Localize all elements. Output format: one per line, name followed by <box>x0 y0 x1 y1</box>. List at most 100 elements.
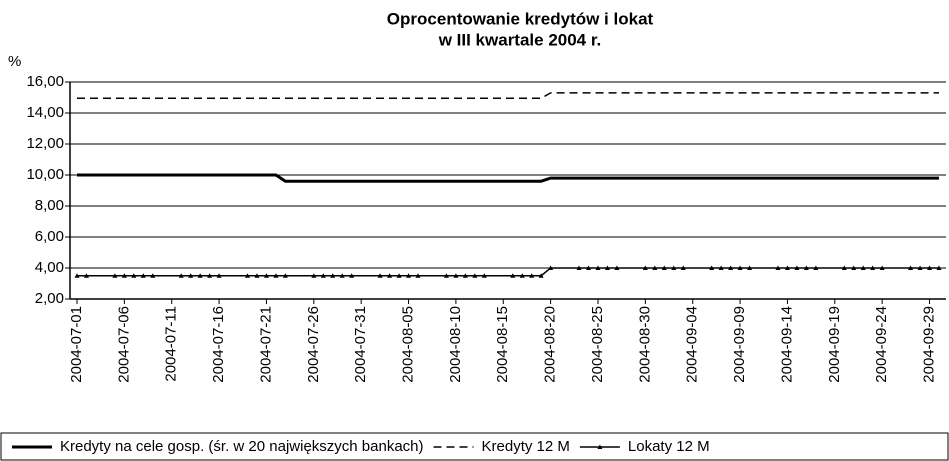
series-marker <box>908 265 914 270</box>
x-tick-label: 2004-08-15 <box>494 306 511 383</box>
x-tick-label: 2004-07-16 <box>210 306 227 383</box>
series-marker <box>330 273 336 278</box>
x-tick-label: 2004-07-31 <box>352 306 369 383</box>
series-marker <box>614 265 620 270</box>
series-marker <box>728 265 734 270</box>
series-marker <box>396 273 402 278</box>
series-marker <box>529 273 535 278</box>
series-marker <box>453 273 459 278</box>
series-marker <box>443 273 449 278</box>
series-marker <box>245 273 251 278</box>
x-tick-label: 2004-08-05 <box>400 306 417 383</box>
series-marker <box>216 273 222 278</box>
y-tick-label: 14,00 <box>26 104 64 121</box>
y-tick-label: 10,00 <box>26 166 64 183</box>
series-marker <box>112 273 118 278</box>
series-marker <box>273 273 279 278</box>
chart-title: Oprocentowanie kredytów i lokat <box>387 9 654 28</box>
series-marker <box>188 273 194 278</box>
series-marker <box>510 273 516 278</box>
series-marker <box>519 273 525 278</box>
series-marker <box>927 265 933 270</box>
y-tick-label: 4,00 <box>35 259 64 276</box>
series-marker <box>879 265 885 270</box>
series-marker <box>548 265 554 270</box>
series-marker <box>74 273 80 278</box>
x-tick-label: 2004-07-21 <box>257 306 274 383</box>
x-tick-label: 2004-09-04 <box>684 306 701 383</box>
series-marker <box>150 273 156 278</box>
x-tick-label: 2004-09-14 <box>778 306 795 383</box>
series-marker <box>415 273 421 278</box>
series-marker <box>586 265 592 270</box>
series-marker <box>936 265 942 270</box>
series-marker <box>339 273 345 278</box>
series-marker <box>538 273 544 278</box>
series-marker <box>140 273 146 278</box>
series-marker <box>406 273 412 278</box>
series-marker <box>254 273 260 278</box>
y-tick-label: 16,00 <box>26 73 64 90</box>
series-line <box>77 267 939 277</box>
series-marker <box>481 273 487 278</box>
series-marker <box>595 265 601 270</box>
series-marker <box>652 265 658 270</box>
x-tick-label: 2004-08-20 <box>542 306 559 383</box>
x-tick-label: 2004-08-30 <box>636 306 653 383</box>
x-tick-label: 2004-07-06 <box>115 306 132 383</box>
y-tick-label: 2,00 <box>35 290 64 307</box>
series-marker <box>784 265 790 270</box>
series-marker <box>576 265 582 270</box>
series-line <box>77 173 939 183</box>
legend-label: Kredyty na cele gosp. (śr. w 20 najwięks… <box>60 438 424 455</box>
series-marker <box>841 265 847 270</box>
series-marker <box>131 273 137 278</box>
series-marker <box>813 265 819 270</box>
x-tick-label: 2004-07-01 <box>68 306 85 383</box>
series-marker <box>803 265 809 270</box>
series-marker <box>282 273 288 278</box>
series-marker <box>718 265 724 270</box>
series-marker <box>747 265 753 270</box>
series-marker <box>207 273 213 278</box>
legend-box <box>0 432 949 461</box>
x-tick-label: 2004-09-19 <box>826 306 843 383</box>
series-marker <box>121 273 127 278</box>
series-marker <box>860 265 866 270</box>
x-tick-label: 2004-09-29 <box>920 306 937 383</box>
series-marker <box>320 273 326 278</box>
series-marker <box>604 265 610 270</box>
legend-label: Lokaty 12 M <box>628 438 710 455</box>
series-marker <box>462 273 468 278</box>
series-marker <box>709 265 715 270</box>
series-marker <box>661 265 667 270</box>
series-marker <box>775 265 781 270</box>
series-marker <box>377 273 383 278</box>
x-tick-label: 2004-09-09 <box>731 306 748 383</box>
series-marker <box>870 265 876 270</box>
series-marker <box>794 265 800 270</box>
x-tick-label: 2004-09-24 <box>873 306 890 383</box>
legend-marker <box>597 444 603 449</box>
series-marker <box>642 265 648 270</box>
series-marker <box>671 265 677 270</box>
y-tick-label: 12,00 <box>26 135 64 152</box>
series-line <box>77 92 939 100</box>
x-tick-label: 2004-07-26 <box>305 306 322 383</box>
y-tick-label: 8,00 <box>35 197 64 214</box>
series-marker <box>387 273 393 278</box>
chart-title: w III kwartale 2004 r. <box>438 30 602 49</box>
x-tick-label: 2004-07-11 <box>163 306 180 382</box>
series-marker <box>83 273 89 278</box>
x-tick-label: 2004-08-25 <box>589 306 606 383</box>
series-marker <box>311 273 317 278</box>
series-marker <box>178 273 184 278</box>
series-marker <box>737 265 743 270</box>
series-marker <box>680 265 686 270</box>
series-marker <box>917 265 923 270</box>
series-marker <box>851 265 857 270</box>
y-tick-label: 6,00 <box>35 228 64 245</box>
series-marker <box>472 273 478 278</box>
series-marker <box>349 273 355 278</box>
x-tick-label: 2004-08-10 <box>447 306 464 383</box>
